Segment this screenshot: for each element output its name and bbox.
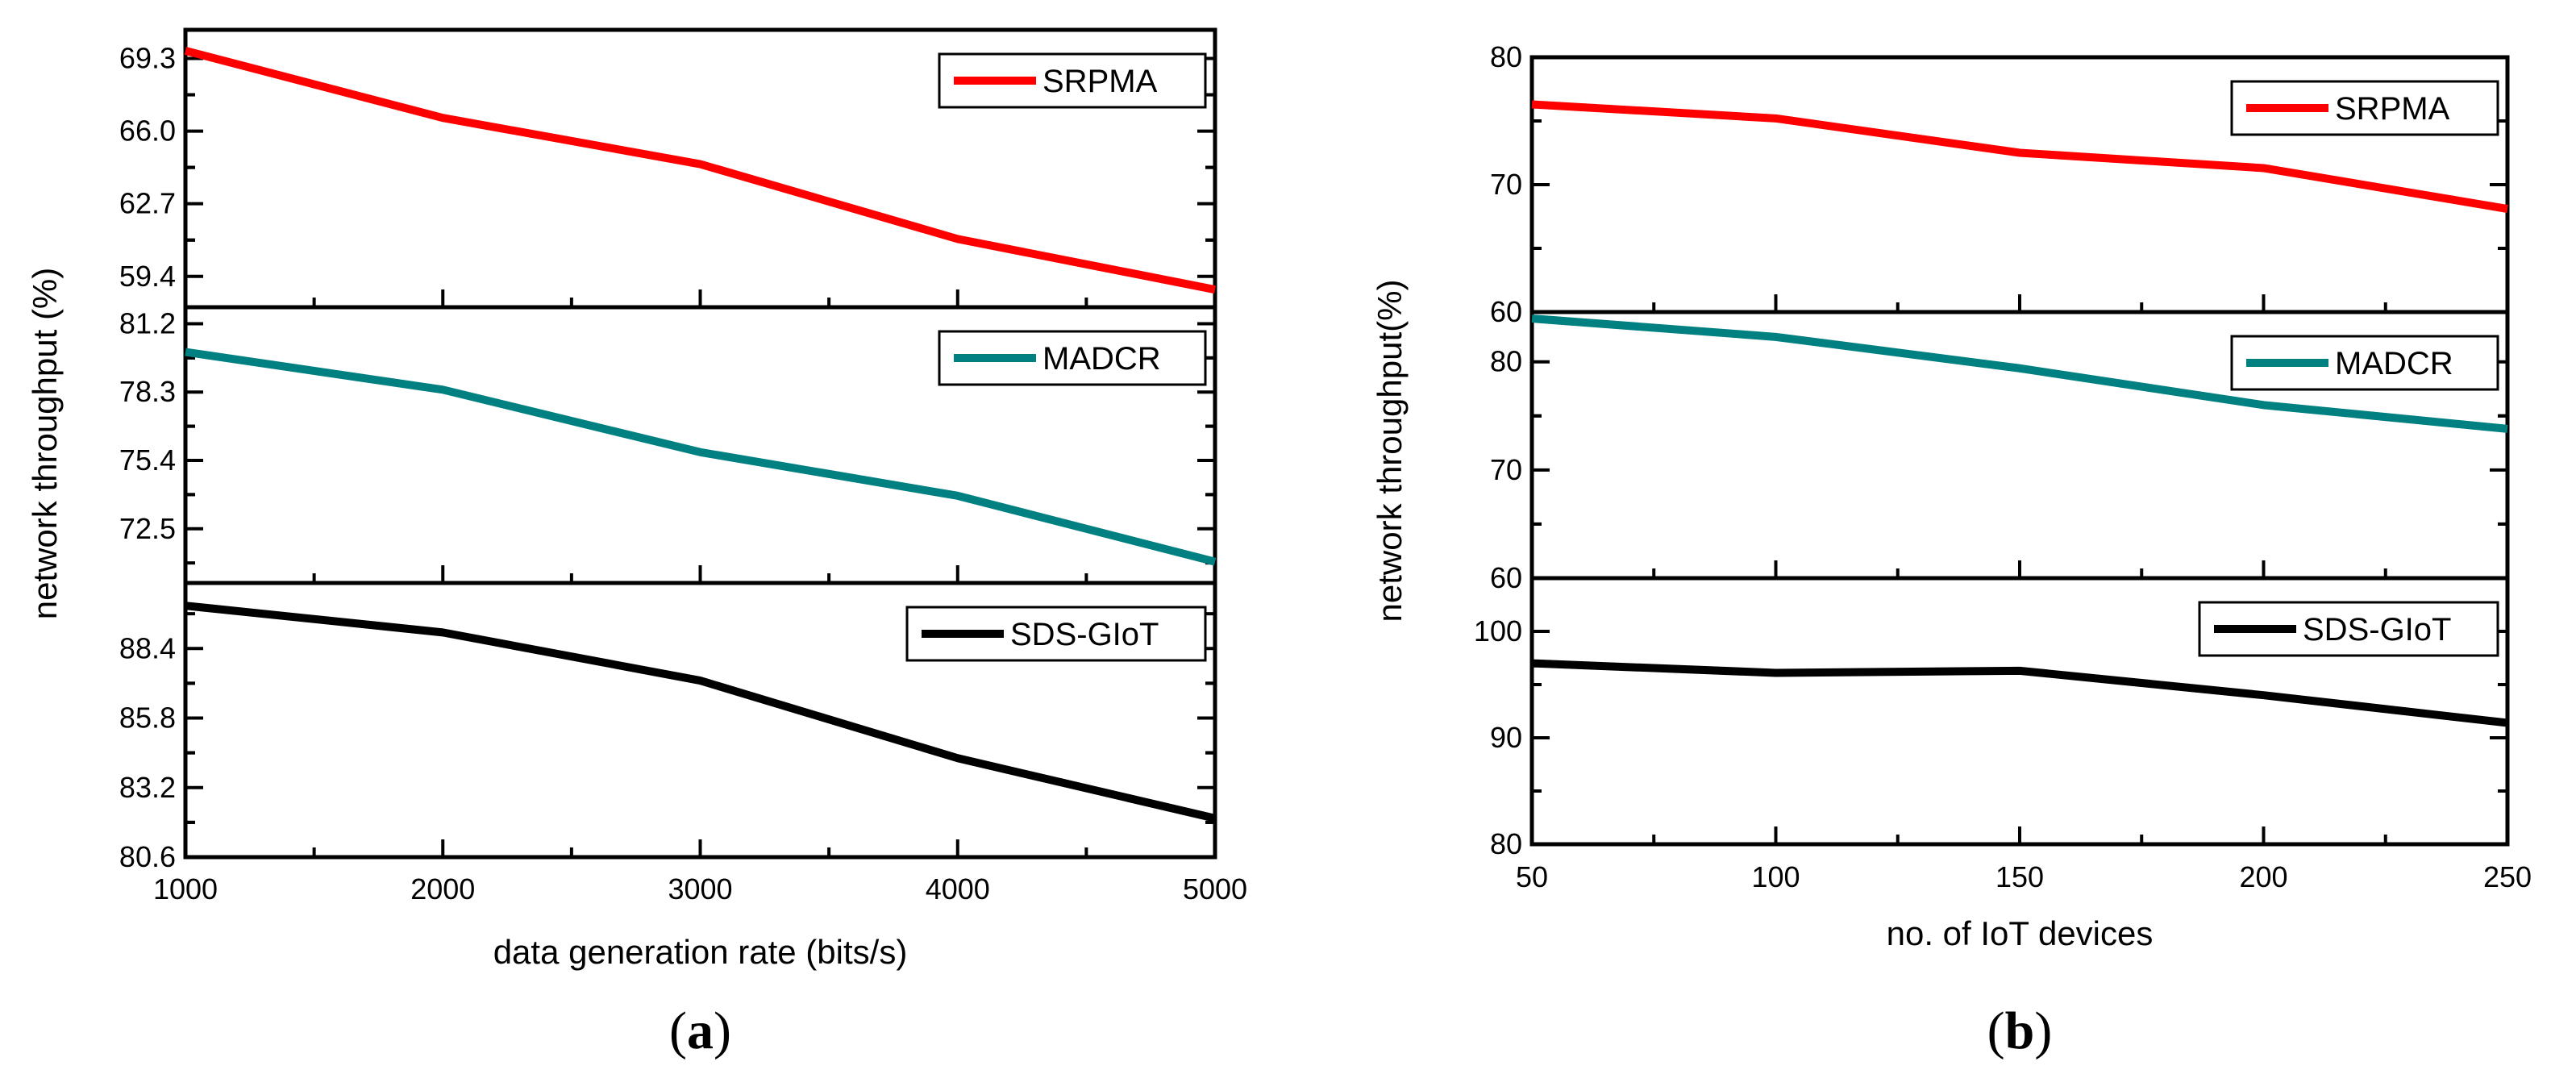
y-tick-label: 75.4 — [119, 443, 176, 477]
y-tick-label: 69.3 — [119, 41, 176, 74]
y-tick-label: 59.4 — [119, 260, 176, 293]
x-tick-label: 1000 — [153, 872, 218, 906]
y-tick-label: 70 — [1490, 168, 1522, 201]
subplot-sds-giot: 88.4 85.8 83.2 80.6 SDS-GIoT — [119, 581, 1217, 873]
y-tick-label: 62.7 — [119, 187, 176, 220]
y-tick-label: 72.5 — [119, 512, 176, 545]
y-axis-label: network throughput(%) — [1371, 280, 1409, 622]
x-tick-label: 100 — [1751, 860, 1800, 893]
y-tick-label: 90 — [1490, 721, 1522, 754]
y-tick-label: 60 — [1490, 295, 1522, 328]
legend: SRPMA — [2230, 80, 2499, 136]
legend-label: SDS-GIoT — [2303, 612, 2451, 647]
subplot-sds-giot: 100 90 80 SDS-GIoT — [1474, 576, 2510, 860]
panel-label-close: ) — [714, 1001, 731, 1060]
panel-label-open: ( — [1987, 1001, 2005, 1060]
x-tick-label: 50 — [1516, 860, 1548, 893]
y-tick-label: 60 — [1490, 561, 1522, 594]
y-tick-label: 80 — [1490, 345, 1522, 378]
x-axis-label: no. of IoT devices — [1887, 914, 2154, 952]
y-tick-label: 66.0 — [119, 114, 176, 148]
panel-label-letter: a — [687, 1001, 714, 1060]
y-tick-label: 80 — [1490, 40, 1522, 73]
x-tick-label: 150 — [1995, 860, 2044, 893]
legend: SRPMA — [938, 52, 1207, 109]
x-tick-label: 200 — [2239, 860, 2287, 893]
legend-label: SRPMA — [2335, 91, 2450, 127]
y-tick-label: 80.6 — [119, 840, 176, 873]
x-tick-label: 250 — [2483, 860, 2532, 893]
y-tick-label: 80 — [1490, 827, 1522, 860]
chart-panel-a: 69.3 66.0 62.7 59.4 SRPMA 81.2 78.3 75.4 72.5 MAD… — [26, 27, 1247, 1060]
x-tick-label: 4000 — [926, 872, 990, 906]
y-axis-label: network throughput (%) — [26, 268, 64, 620]
x-tick-label: 5000 — [1183, 872, 1247, 906]
x-axis-label: data generation rate (bits/s) — [493, 933, 908, 971]
legend-label: SRPMA — [1042, 64, 1158, 99]
legend-label: MADCR — [2335, 346, 2453, 381]
panel-label-letter: b — [2005, 1001, 2035, 1060]
y-tick-label: 88.4 — [119, 631, 176, 664]
legend: SDS-GIoT — [2198, 601, 2499, 657]
legend-box — [2230, 80, 2499, 136]
x-tick-label: 2000 — [410, 872, 475, 906]
panel-label-open: ( — [669, 1001, 687, 1060]
subplot-madcr: 80 70 60 MADCR — [1490, 310, 2510, 594]
y-tick-label: 100 — [1474, 614, 1522, 647]
subplot-madcr: 81.2 78.3 75.4 72.5 MADCR — [119, 305, 1217, 585]
legend-label: SDS-GIoT — [1010, 617, 1159, 652]
y-tick-label: 81.2 — [119, 306, 176, 339]
subplot-srpma: 80 70 60 SRPMA — [1490, 40, 2510, 328]
x-tick-label: 3000 — [668, 872, 732, 906]
panel-label: (a) — [669, 1001, 731, 1060]
legend: MADCR — [2230, 335, 2499, 391]
panel-label: (b) — [1987, 1001, 2053, 1060]
legend: MADCR — [938, 330, 1207, 386]
y-tick-label: 70 — [1490, 453, 1522, 486]
y-tick-label: 78.3 — [119, 375, 176, 408]
series-line-sds-giot — [1531, 659, 2508, 727]
legend: SDS-GIoT — [905, 606, 1207, 662]
legend-label: MADCR — [1042, 341, 1161, 377]
panel-label-close: ) — [2034, 1001, 2052, 1060]
subplot-srpma: 69.3 66.0 62.7 59.4 SRPMA — [119, 27, 1217, 310]
y-tick-label: 83.2 — [119, 771, 176, 804]
y-tick-label: 85.8 — [119, 702, 176, 735]
